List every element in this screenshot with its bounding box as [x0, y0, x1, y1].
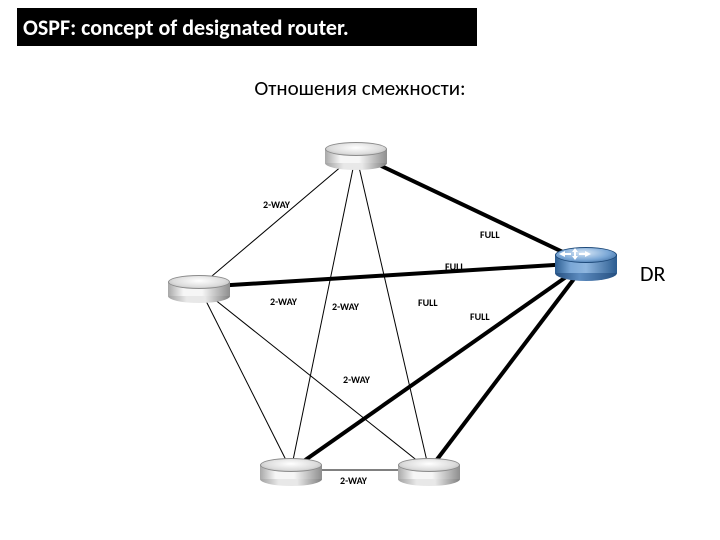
edge-label: FULL: [445, 260, 465, 273]
edge-label: 2-WAY: [340, 474, 367, 487]
dr-label: DR: [640, 260, 665, 287]
edge-label: 2-WAY: [332, 300, 359, 313]
edge-top-dr: [356, 154, 586, 263]
edge-label: FULL: [418, 296, 438, 309]
edge-label: 2-WAY: [263, 198, 290, 211]
edge-label: 2-WAY: [270, 295, 297, 308]
edge-bl-dr: [291, 263, 586, 470]
diagram-stage: 2-WAY 2-WAY 2-WAY 2-WAY 2-WAY FULL FULL FULL FUL…: [0, 0, 720, 540]
edge-label: FULL: [470, 310, 490, 323]
router-dr-icon: [555, 247, 617, 279]
edge-top-br: [356, 154, 429, 470]
edge-br-dr: [429, 263, 586, 470]
edge-left-dr: [199, 263, 586, 287]
edge-left-bl: [199, 287, 291, 470]
edge-label: 2-WAY: [343, 373, 370, 386]
edge-label: FULL: [480, 228, 500, 241]
dr-arrows-icon: [555, 247, 617, 263]
edge-left-br: [199, 287, 429, 470]
